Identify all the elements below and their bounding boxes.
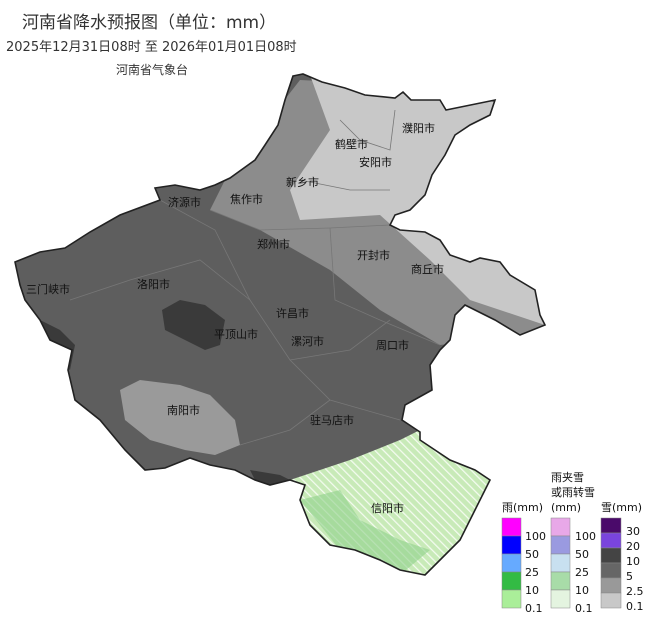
city-label: 许昌市 xyxy=(276,306,309,320)
city-label: 南阳市 xyxy=(167,403,200,417)
snow-level: 2.5 xyxy=(626,585,644,598)
snow-swatch xyxy=(600,592,622,609)
city-label: 平顶山市 xyxy=(214,327,258,341)
city-labels: 濮阳市 鹤壁市 安阳市 新乡市 济源市 焦作市 郑州市 开封市 商丘市 三门峡市… xyxy=(26,121,444,515)
snow-swatch xyxy=(600,562,622,579)
rain-swatch xyxy=(501,571,522,591)
rain-swatch xyxy=(501,589,522,609)
mixed-swatch xyxy=(550,571,571,591)
rain-legend-title: 雨(mm) xyxy=(502,501,543,514)
mixed-legend-title: 或雨转雪 xyxy=(551,485,595,499)
mixed-level: 25 xyxy=(575,566,589,579)
mixed-level: 10 xyxy=(575,584,589,597)
mixed-swatch xyxy=(550,517,571,537)
snow-level: 20 xyxy=(626,540,640,553)
mixed-swatch xyxy=(550,553,571,573)
rain-level: 0.1 xyxy=(525,602,543,615)
city-label: 洛阳市 xyxy=(137,277,170,291)
city-boundaries xyxy=(69,109,441,446)
legend: 雨(mm) 雨夹雪 或雨转雪 (mm) 雪(mm) 100 50 25 10 0… xyxy=(501,471,644,615)
rain-level: 100 xyxy=(525,530,546,543)
mixed-legend-title: 雨夹雪 xyxy=(551,471,584,484)
mixed-swatch xyxy=(550,589,571,609)
mixed-legend-title: (mm) xyxy=(551,501,581,514)
rain-swatch xyxy=(501,553,522,573)
snow-swatch xyxy=(600,547,622,564)
city-label: 郑州市 xyxy=(257,237,290,251)
city-label: 开封市 xyxy=(357,248,390,262)
city-label: 焦作市 xyxy=(230,192,263,206)
snow-swatch xyxy=(600,517,622,534)
city-label: 新乡市 xyxy=(286,175,319,189)
city-label: 安阳市 xyxy=(359,155,392,169)
city-label: 信阳市 xyxy=(371,501,404,515)
city-label: 周口市 xyxy=(376,338,409,352)
rain-swatch xyxy=(501,535,522,555)
snow-level: 10 xyxy=(626,555,640,568)
city-label: 商丘市 xyxy=(411,262,444,276)
snow-level: 5 xyxy=(626,570,633,583)
rain-level: 25 xyxy=(525,566,539,579)
rain-level: 50 xyxy=(525,548,539,561)
forecast-period: 2025年12月31日08时 至 2026年01月01日08时 xyxy=(6,40,297,55)
city-label: 驻马店市 xyxy=(310,413,354,427)
snow-zone-10-20 xyxy=(162,300,225,350)
city-label: 三门峡市 xyxy=(26,282,70,296)
snow-zone-south-west xyxy=(120,380,240,455)
snow-level: 0.1 xyxy=(626,600,644,613)
snow-level: 30 xyxy=(626,525,640,538)
city-label: 鹤壁市 xyxy=(335,137,368,151)
mixed-level: 50 xyxy=(575,548,589,561)
mixed-level: 0.1 xyxy=(575,602,593,615)
mixed-level: 100 xyxy=(575,530,596,543)
city-label: 濮阳市 xyxy=(402,121,435,135)
snow-swatch xyxy=(600,532,622,549)
agency-label: 河南省气象台 xyxy=(116,63,189,77)
snow-legend-title: 雪(mm) xyxy=(601,501,642,514)
city-label: 济源市 xyxy=(168,195,201,209)
map-title: 河南省降水预报图（单位：mm） xyxy=(22,13,277,33)
mixed-zone-10-25 xyxy=(300,490,430,575)
snow-swatch xyxy=(600,577,622,594)
city-label: 漯河市 xyxy=(291,334,324,348)
rain-level: 10 xyxy=(525,584,539,597)
mixed-swatch xyxy=(550,535,571,555)
rain-swatch xyxy=(501,517,522,537)
